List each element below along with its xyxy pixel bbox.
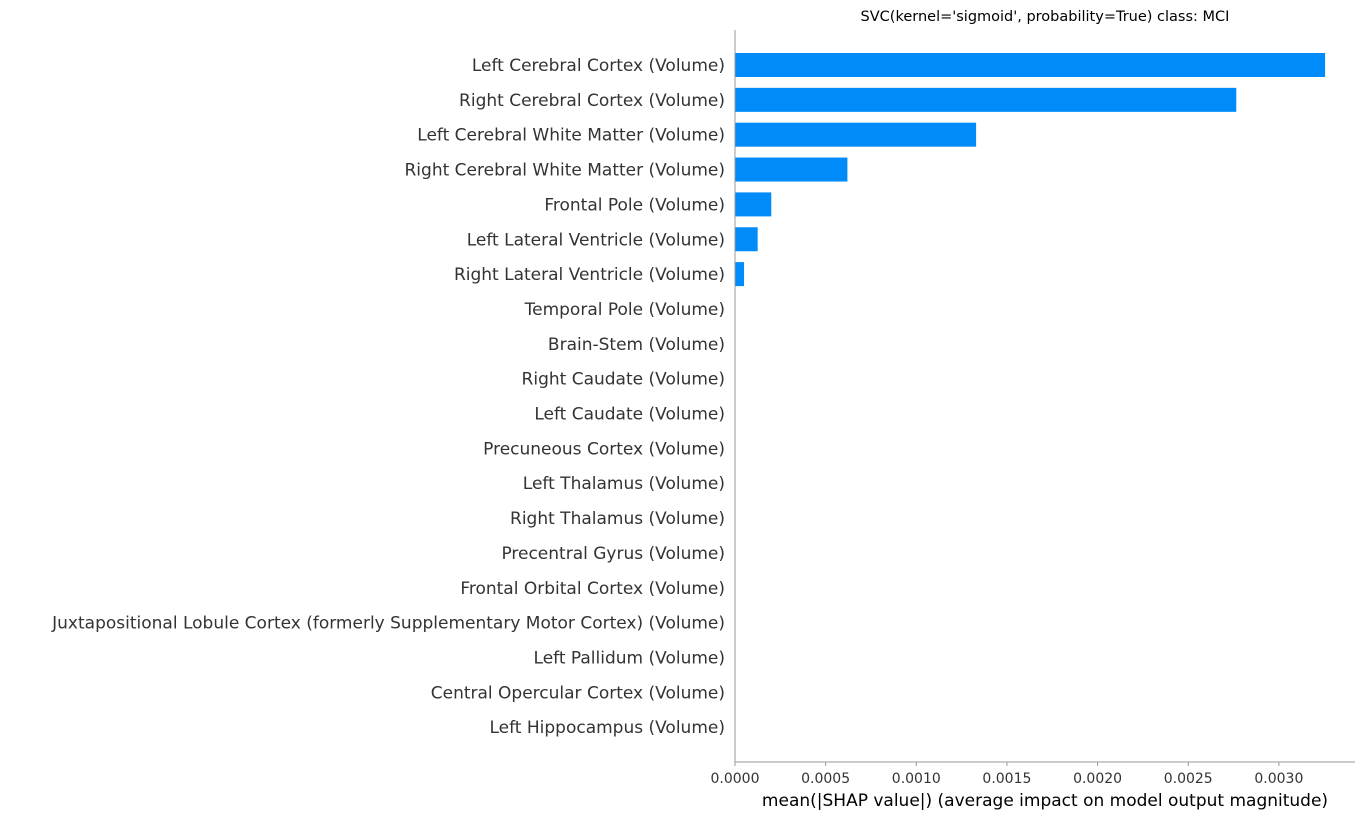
category-label: Precuneous Cortex (Volume) [483,439,725,459]
x-tick-label: 0.0020 [1073,771,1122,787]
category-label: Left Cerebral White Matter (Volume) [417,126,725,146]
chart-title: SVC(kernel='sigmoid', probability=True) … [861,9,1230,25]
bar [735,157,848,182]
category-label: Central Opercular Cortex (Volume) [431,683,725,703]
x-tick-label: 0.0030 [1254,771,1303,787]
category-label: Left Hippocampus (Volume) [489,718,725,738]
x-tick-label: 0.0010 [892,771,941,787]
category-labels: Left Cerebral Cortex (Volume) Right Cereb… [51,56,725,738]
bar [735,227,758,252]
x-tick-label: 0.0025 [1164,771,1213,787]
category-label: Right Lateral Ventricle (Volume) [454,265,725,285]
category-label: Right Cerebral White Matter (Volume) [405,161,726,181]
category-label: Left Lateral Ventricle (Volume) [467,230,725,250]
category-label: Precentral Gyrus (Volume) [501,544,725,564]
category-label: Left Caudate (Volume) [534,405,725,425]
category-label: Frontal Pole (Volume) [544,195,725,215]
x-tick-label: 0.0000 [711,771,760,787]
category-label: Left Pallidum (Volume) [534,648,725,668]
category-label: Juxtapositional Lobule Cortex (formerly … [51,614,725,634]
category-label: Right Cerebral Cortex (Volume) [459,91,725,111]
bars-layer [735,53,1326,287]
category-label: Left Cerebral Cortex (Volume) [472,56,725,76]
x-axis-label: mean(|SHAP value|) (average impact on mo… [762,791,1328,811]
bar [735,53,1326,77]
category-label: Temporal Pole (Volume) [524,300,725,320]
x-tick-label: 0.0015 [982,771,1031,787]
bar [735,122,977,147]
x-axis-ticks: 0.0000 0.0005 0.0010 0.0015 0.0020 0.0025 0.00… [711,762,1303,787]
bar [735,192,772,217]
category-label: Brain-Stem (Volume) [548,335,725,355]
category-label: Left Thalamus (Volume) [523,474,725,494]
bar [735,262,745,287]
category-label: Right Caudate (Volume) [522,370,725,390]
bar [735,87,1237,112]
category-label: Right Thalamus (Volume) [510,509,725,529]
category-label: Frontal Orbital Cortex (Volume) [460,579,725,599]
x-tick-label: 0.0005 [801,771,850,787]
